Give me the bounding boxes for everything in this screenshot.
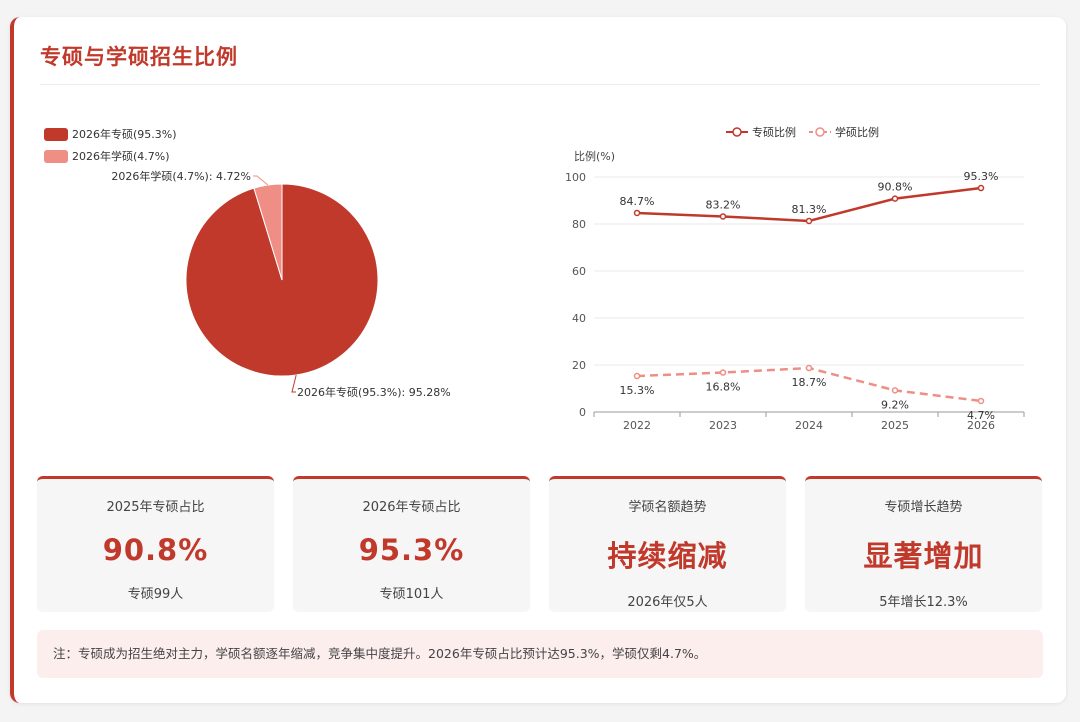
stat-label: 专硕增长趋势 bbox=[884, 500, 963, 515]
pie-leader-line bbox=[291, 374, 297, 393]
pie-legend-item[interactable]: 2026年学硕(4.7%) bbox=[44, 145, 177, 167]
legend-swatch bbox=[44, 127, 68, 141]
stat-card-2025-ratio: 2025年专硕占比 90.8% 专硕99人 bbox=[37, 476, 274, 612]
pie-slice-label: 2026年专硕(95.3%): 95.28% bbox=[297, 385, 451, 399]
page-title: 专硕与学硕招生比例 bbox=[40, 45, 238, 69]
stat-sub: 2026年仅5人 bbox=[627, 595, 708, 610]
y-tick-label: 80 bbox=[572, 218, 586, 231]
stat-sub: 专硕101人 bbox=[379, 587, 444, 602]
legend-label: 2026年学硕(4.7%) bbox=[72, 150, 170, 163]
y-tick-label: 0 bbox=[579, 406, 586, 419]
stat-label: 2025年专硕占比 bbox=[106, 500, 205, 515]
data-point bbox=[977, 184, 985, 192]
data-point bbox=[891, 387, 899, 394]
stat-sub: 5年增长12.3% bbox=[879, 595, 968, 610]
stat-card-professional-trend: 专硕增长趋势 显著增加 5年增长12.3% bbox=[805, 476, 1042, 612]
data-label: 18.7% bbox=[792, 376, 827, 389]
x-tick-label: 2024 bbox=[795, 419, 823, 432]
data-label: 84.7% bbox=[620, 195, 655, 208]
legend-swatch bbox=[44, 149, 68, 163]
data-label: 81.3% bbox=[792, 203, 827, 216]
title-divider bbox=[40, 84, 1040, 85]
legend-marker bbox=[732, 127, 742, 137]
data-point bbox=[719, 213, 727, 220]
pie-legend: 2026年专硕(95.3%) 2026年学硕(4.7%) bbox=[44, 123, 177, 167]
stat-label: 2026年专硕占比 bbox=[362, 500, 461, 515]
charts-canvas: 2026年专硕(95.3%): 95.28% 2026年学硕(4.7%): 4.7… bbox=[111, 125, 1025, 432]
y-tick-label: 60 bbox=[572, 265, 586, 278]
footnote: 注：专硕成为招生绝对主力，学硕名额逐年缩减，竞争集中度提升。2026年专硕占比预… bbox=[37, 630, 1043, 678]
pie-slice bbox=[253, 183, 283, 281]
pie-legend-item[interactable]: 2026年专硕(95.3%) bbox=[44, 123, 177, 145]
legend-label: 学硕比例 bbox=[835, 125, 879, 139]
x-tick-label: 2022 bbox=[623, 419, 651, 432]
data-point bbox=[891, 195, 899, 202]
legend-marker bbox=[815, 127, 825, 137]
stat-value: 持续缩减 bbox=[607, 539, 728, 573]
data-label: 9.2% bbox=[881, 398, 909, 411]
stat-value: 95.3% bbox=[358, 533, 465, 567]
legend-label: 2026年专硕(95.3%) bbox=[72, 128, 177, 141]
data-label: 83.2% bbox=[706, 198, 741, 211]
data-label: 90.8% bbox=[878, 181, 913, 194]
data-point bbox=[719, 369, 727, 376]
y-axis-label: 比例(%) bbox=[574, 149, 615, 163]
x-tick-label: 2026 bbox=[967, 419, 995, 432]
data-point bbox=[805, 364, 813, 372]
y-tick-label: 20 bbox=[572, 359, 586, 372]
stat-value: 显著增加 bbox=[863, 539, 984, 573]
x-tick-label: 2025 bbox=[881, 419, 909, 432]
data-point bbox=[977, 397, 985, 405]
pie-leader-line bbox=[253, 175, 269, 186]
x-tick-label: 2023 bbox=[709, 419, 737, 432]
data-point bbox=[805, 217, 813, 225]
stat-label: 学硕名额趋势 bbox=[628, 500, 707, 515]
data-label: 4.7% bbox=[967, 409, 995, 422]
pie-slice-label: 2026年学硕(4.7%): 4.72% bbox=[111, 169, 251, 183]
data-label: 15.3% bbox=[620, 384, 655, 397]
stat-sub: 专硕99人 bbox=[127, 587, 184, 602]
data-point bbox=[633, 209, 641, 217]
y-tick-label: 100 bbox=[565, 171, 586, 184]
stat-card-2026-ratio: 2026年专硕占比 95.3% 专硕101人 bbox=[293, 476, 530, 612]
data-label: 16.8% bbox=[706, 381, 741, 394]
data-point bbox=[633, 372, 641, 380]
legend-label: 专硕比例 bbox=[752, 125, 796, 139]
stat-card-academic-trend: 学硕名额趋势 持续缩减 2026年仅5人 bbox=[549, 476, 786, 612]
y-tick-label: 40 bbox=[572, 312, 586, 325]
data-label: 95.3% bbox=[964, 170, 999, 183]
stat-value: 90.8% bbox=[102, 533, 209, 567]
main-card: 专硕与学硕招生比例 2026年专硕(95.3%) 2026年学硕(4.7%) 2… bbox=[10, 17, 1066, 703]
